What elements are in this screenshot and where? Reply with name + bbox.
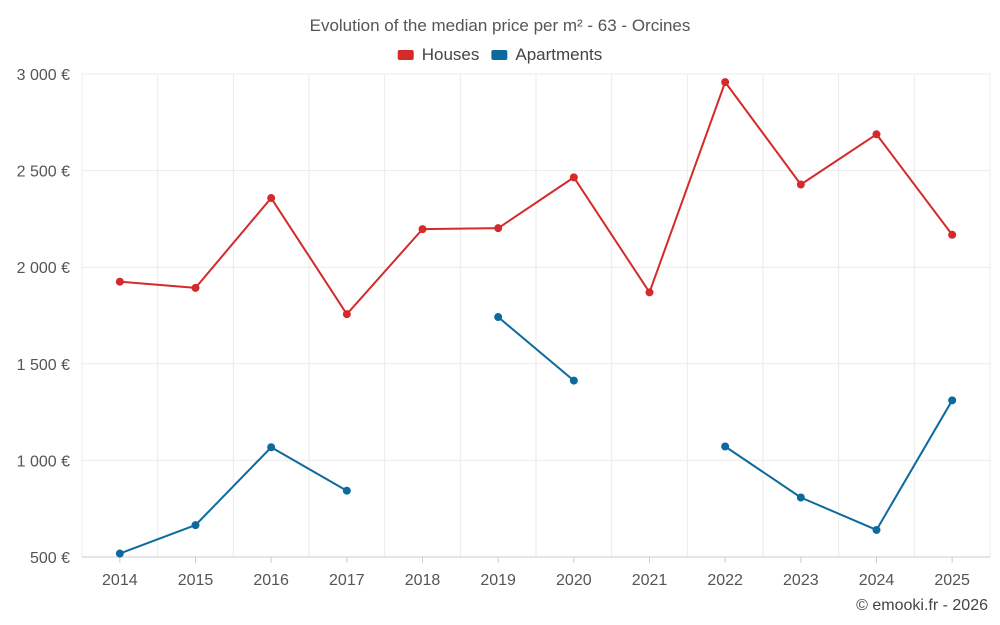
data-point-houses[interactable] [645, 288, 654, 297]
data-point-apartments[interactable] [948, 396, 957, 405]
data-point-apartments[interactable] [721, 442, 730, 451]
legend-item-apartments[interactable]: Apartments [491, 45, 602, 64]
data-point-apartments[interactable] [342, 486, 351, 495]
data-point-houses[interactable] [115, 277, 124, 286]
x-tick-label: 2024 [859, 572, 895, 589]
x-tick-label: 2025 [934, 572, 970, 589]
data-point-apartments[interactable] [115, 549, 124, 558]
data-point-apartments[interactable] [494, 313, 503, 322]
data-point-houses[interactable] [342, 310, 351, 319]
data-point-apartments[interactable] [191, 521, 200, 530]
data-point-houses[interactable] [267, 194, 276, 203]
credit-text: © emooki.fr - 2026 [856, 597, 988, 614]
y-tick-label: 1 000 € [17, 453, 70, 470]
series-layer [115, 78, 957, 558]
data-point-houses[interactable] [418, 225, 427, 234]
data-point-apartments[interactable] [267, 443, 276, 452]
legend-swatch [491, 50, 508, 60]
x-tick-label: 2022 [707, 572, 743, 589]
data-point-houses[interactable] [948, 230, 957, 239]
x-tick-label: 2019 [480, 572, 516, 589]
data-point-apartments[interactable] [796, 493, 805, 502]
series-line-apartments [497, 316, 575, 382]
data-point-houses[interactable] [796, 180, 805, 189]
x-tick-label: 2015 [178, 572, 214, 589]
legend-label: Houses [422, 45, 480, 64]
data-point-houses[interactable] [721, 78, 730, 87]
grid [81, 73, 991, 557]
data-point-apartments[interactable] [872, 525, 881, 534]
series-apartments [115, 313, 957, 558]
y-tick-label: 500 € [30, 550, 70, 567]
y-tick-label: 3 000 € [17, 67, 70, 84]
data-point-houses[interactable] [494, 224, 503, 233]
legend-swatch [397, 50, 414, 60]
x-axis: 2014 2015 2016 2017 2018 2019 2020 2021 2022 2023… [82, 556, 990, 589]
x-tick-label: 2014 [102, 572, 138, 589]
x-tick-label: 2016 [253, 572, 289, 589]
legend[interactable]: Houses Apartments [397, 45, 603, 64]
data-point-apartments[interactable] [569, 376, 578, 385]
y-axis: 500 € 1 000 € 1 500 € 2 000 € 2 500 € 3 000 € [17, 67, 70, 567]
data-point-houses[interactable] [872, 130, 881, 139]
series-line-houses [119, 81, 953, 316]
x-tick-label: 2018 [405, 572, 441, 589]
x-tick-label: 2023 [783, 572, 819, 589]
series-line-apartments [119, 446, 348, 555]
data-point-houses[interactable] [191, 283, 200, 292]
y-tick-label: 2 500 € [17, 164, 70, 181]
x-tick-label: 2021 [632, 572, 668, 589]
legend-item-houses[interactable]: Houses [397, 45, 480, 64]
series-line-apartments [724, 399, 954, 531]
chart-title: Evolution of the median price per m² - 6… [310, 16, 691, 35]
legend-label: Apartments [515, 45, 602, 64]
y-tick-label: 1 500 € [17, 357, 70, 374]
y-tick-label: 2 000 € [17, 260, 70, 277]
data-point-houses[interactable] [569, 173, 578, 182]
x-tick-label: 2017 [329, 572, 365, 589]
series-houses [115, 78, 957, 319]
x-tick-label: 2020 [556, 572, 592, 589]
